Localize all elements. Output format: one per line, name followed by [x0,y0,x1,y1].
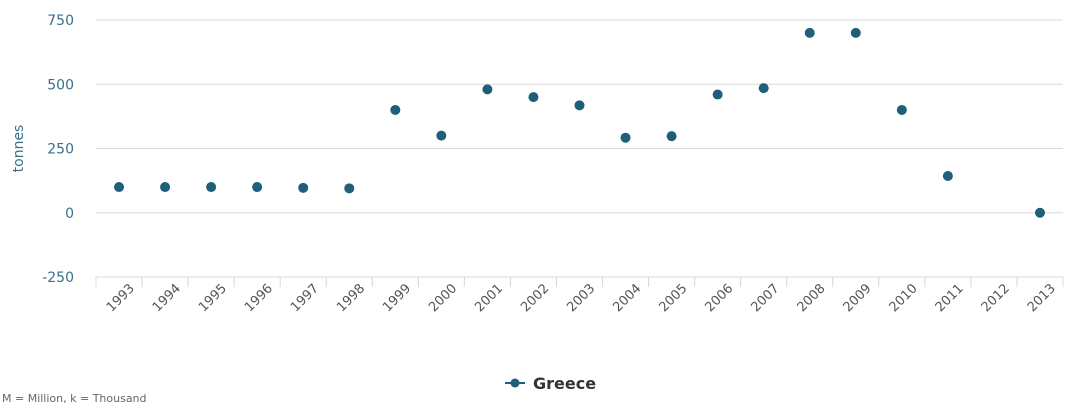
y-tick-label: 750 [47,13,74,29]
legend-marker [510,378,520,388]
x-tick-label: 2005 [656,281,690,315]
data-point [528,92,539,103]
data-point [436,130,447,141]
y-tick-label: 500 [47,77,74,93]
data-point [942,170,953,181]
x-tick-label: 2004 [610,281,644,315]
x-tick-label: 2003 [564,281,598,315]
y-tick-label: 250 [47,142,74,158]
data-point [574,100,585,111]
x-tick-label: 2011 [933,281,967,315]
data-point [804,27,815,38]
data-point [482,84,493,95]
x-tick-label: 2012 [979,281,1013,315]
x-tick-label: 2002 [518,281,552,315]
x-tick-label: 1995 [196,281,230,315]
data-point [252,182,263,193]
data-point [206,182,217,193]
data-point [620,132,631,143]
x-tick-label: 1998 [334,281,368,315]
x-tick-label: 2008 [795,281,829,315]
data-point [850,27,861,38]
x-tick-label: 1993 [104,281,138,315]
data-point [666,131,677,142]
x-tick-label: 1997 [288,281,322,315]
data-point [896,104,907,115]
x-tick-label: 2001 [472,281,506,315]
x-tick-label: 2013 [1025,281,1059,315]
data-point [344,183,355,194]
x-tick-label: 1994 [150,281,184,315]
data-point [114,182,125,193]
footnote: M = Million, k = Thousand [2,392,147,405]
x-tick-label: 2009 [841,281,875,315]
y-tick-label: -250 [42,270,74,286]
data-point [758,83,769,94]
data-point [390,104,401,115]
x-tick-label: 2007 [749,281,783,315]
x-tick-label: 1999 [380,281,414,315]
x-tick-label: 2010 [887,281,921,315]
data-point [1034,207,1045,218]
data-point [298,182,309,193]
x-tick-label: 2000 [426,281,460,315]
data-point [160,182,171,193]
x-tick-label: 1996 [242,281,276,315]
legend-label: Greece [533,374,596,393]
x-tick-label: 2006 [702,281,736,315]
data-point [712,89,723,100]
y-axis-label: tonnes [11,125,27,173]
y-tick-label: 0 [65,206,74,222]
